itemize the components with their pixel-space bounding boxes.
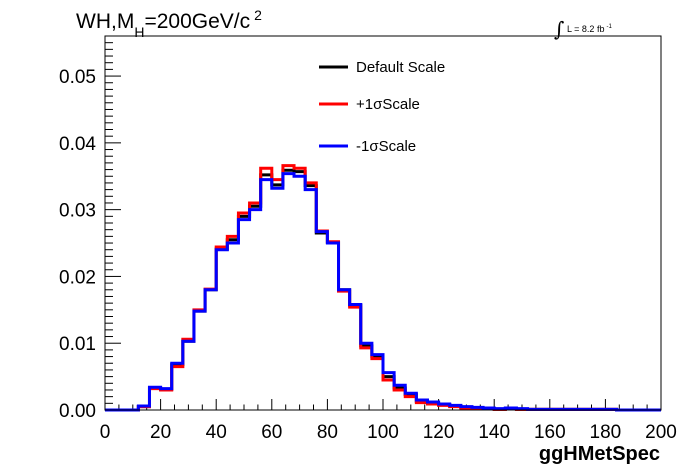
x-tick-label: 140 (478, 422, 510, 443)
x-tick-label: 80 (317, 422, 338, 443)
x-tick-label: 0 (100, 422, 111, 443)
legend-label: +1σScale (356, 96, 420, 113)
x-tick-label: 100 (367, 422, 399, 443)
y-tick-label: 0.05 (59, 67, 96, 88)
legend-entry: -1σScale (319, 138, 416, 155)
x-tick-label: 180 (590, 422, 622, 443)
legend-entry: Default Scale (319, 59, 445, 76)
legend-label: Default Scale (356, 59, 445, 76)
x-tick-label: 160 (534, 422, 566, 443)
x-tick-label: 20 (150, 422, 171, 443)
x-tick-labels: 0 20 40 60 80 100 120 140 160 180 200 (100, 422, 677, 443)
luminosity-integral-symbol: ∫ (554, 17, 564, 41)
series-line-2 (105, 172, 661, 412)
legend-label: -1σScale (356, 138, 416, 155)
y-tick-label: 0.00 (59, 401, 96, 422)
axis-ticks (104, 42, 662, 411)
y-tick-label: 0.03 (59, 201, 96, 222)
series-layer (105, 164, 661, 412)
x-axis-label: ggHMetSpec (539, 443, 660, 465)
legend: Default Scale +1σScale -1σScale (319, 59, 445, 155)
y-tick-label: 0.01 (59, 334, 96, 355)
x-tick-label: 40 (206, 422, 227, 443)
y-tick-label: 0.02 (59, 267, 96, 288)
y-tick-label: 0.04 (59, 134, 96, 155)
x-tick-label: 200 (645, 422, 677, 443)
legend-entry: +1σScale (319, 96, 420, 113)
luminosity-label: L = 8.2 fb -1 (567, 24, 612, 34)
plot-frame (104, 35, 662, 411)
chart-title: WH,MH=200GeV/c 2 (76, 7, 262, 40)
y-tick-labels: 0.00 0.01 0.02 0.03 0.04 0.05 (59, 67, 96, 422)
x-tick-label: 120 (423, 422, 455, 443)
x-tick-label: 60 (261, 422, 282, 443)
